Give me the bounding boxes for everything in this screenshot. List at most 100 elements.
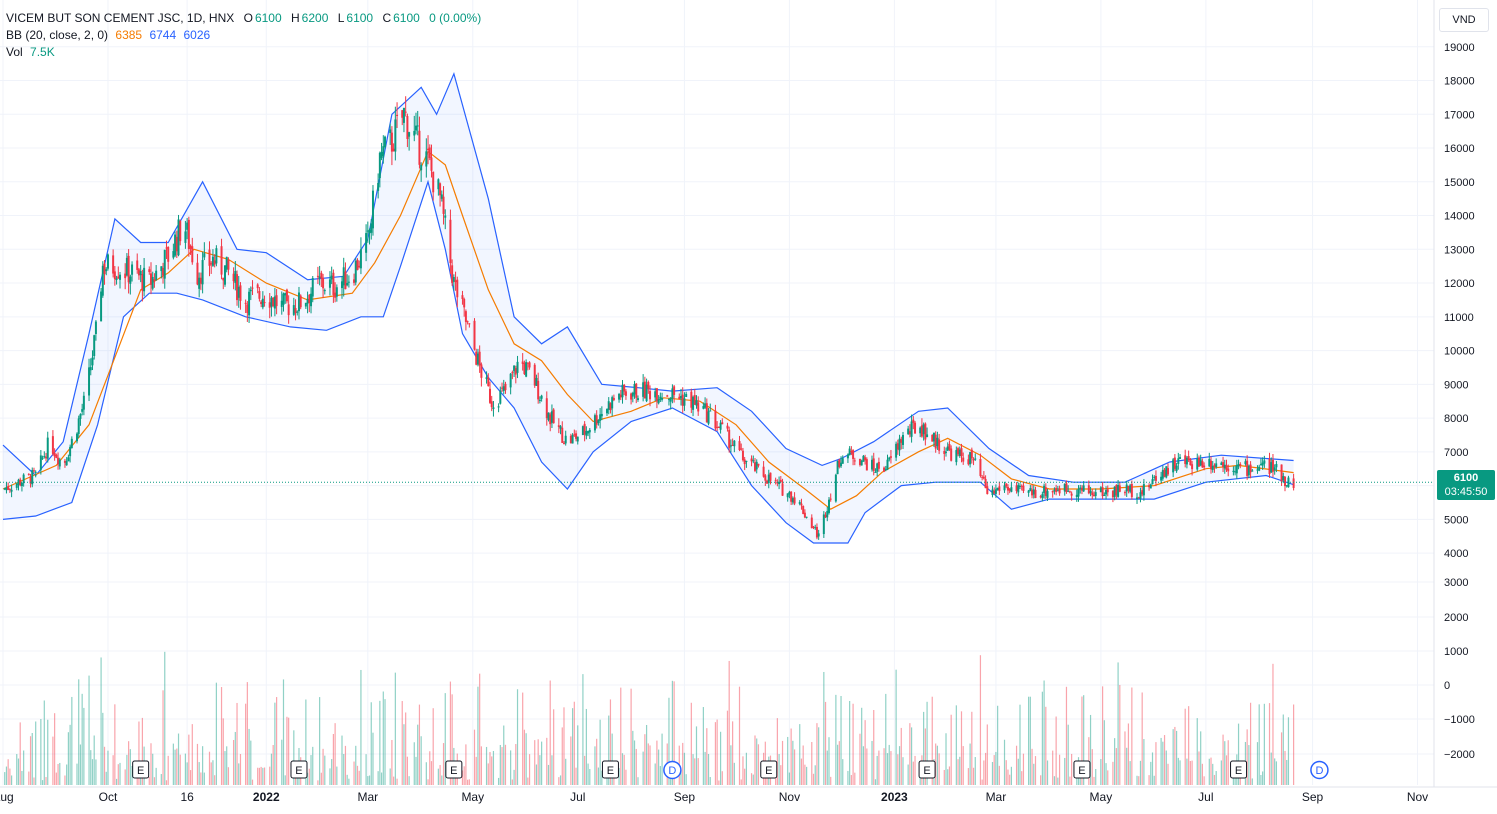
- volume-bar: [613, 774, 615, 785]
- volume-bar: [1100, 759, 1102, 785]
- volume-bar: [974, 757, 976, 785]
- volume-bar: [661, 733, 663, 785]
- candle-body: [215, 248, 218, 264]
- candle-body: [1139, 492, 1142, 499]
- volume-bar: [960, 711, 963, 785]
- volume-bar: [1095, 768, 1097, 785]
- candle-body: [475, 351, 478, 365]
- candle-body: [1015, 485, 1018, 492]
- volume-bar: [585, 708, 587, 785]
- candle-body: [237, 286, 240, 298]
- event-markers[interactable]: E E E E E E E ED D: [132, 760, 1329, 780]
- candle-body: [499, 390, 502, 404]
- candle-body: [791, 498, 794, 503]
- volume-bar: [1117, 662, 1119, 785]
- volume-bar: [71, 696, 73, 785]
- candle-body: [659, 396, 662, 400]
- volume-bar: [690, 702, 692, 785]
- candle-body: [642, 382, 645, 397]
- candle-body: [380, 151, 383, 159]
- earnings-marker[interactable]: E: [1230, 760, 1248, 779]
- currency-button[interactable]: VND: [1439, 8, 1489, 32]
- candle-body: [1017, 485, 1020, 493]
- volume-bar: [224, 751, 226, 785]
- candle-body: [982, 476, 985, 479]
- vol-value: 7.5K: [30, 45, 55, 59]
- earnings-marker[interactable]: E: [445, 760, 463, 779]
- candle-body: [655, 388, 658, 402]
- volume-bar: [818, 727, 820, 785]
- candle-body: [858, 458, 861, 465]
- candle-body: [82, 395, 85, 410]
- earnings-marker[interactable]: E: [132, 760, 150, 779]
- candle-body: [910, 421, 913, 437]
- candle-body: [583, 423, 586, 435]
- candle-body: [557, 425, 560, 427]
- volume-bar: [513, 769, 515, 785]
- candle-body: [1113, 486, 1116, 498]
- candle-body: [428, 147, 431, 158]
- volume-bar: [141, 717, 143, 785]
- time-tick-label: Jul: [1198, 790, 1213, 804]
- earnings-marker[interactable]: E: [601, 760, 619, 779]
- candle-body: [404, 111, 407, 113]
- candle-body: [8, 489, 11, 491]
- volume-bar: [1003, 739, 1006, 785]
- volume-bar: [826, 750, 828, 785]
- volume-bar: [704, 751, 706, 785]
- volume-bar: [269, 766, 271, 785]
- volume-bar: [1029, 696, 1031, 785]
- earnings-marker[interactable]: E: [760, 760, 778, 779]
- candle-body: [39, 455, 42, 470]
- candle-body: [285, 289, 288, 302]
- candle-body: [77, 418, 80, 434]
- volume-bar: [1172, 729, 1174, 785]
- candle-body: [246, 304, 249, 313]
- volume-bar: [923, 711, 925, 785]
- earnings-marker[interactable]: E: [1073, 760, 1091, 779]
- volume-bar: [1057, 777, 1059, 785]
- volume-bar: [752, 774, 754, 785]
- candle-body: [1154, 475, 1157, 481]
- candle-body: [595, 415, 598, 425]
- candle-body: [53, 452, 56, 457]
- candle-body: [177, 219, 180, 256]
- volume-bar: [115, 778, 118, 785]
- dividend-marker[interactable]: D: [663, 760, 682, 780]
- bb-label[interactable]: BB (20, close, 2, 0): [6, 28, 109, 42]
- candle-body: [101, 265, 104, 296]
- vol-label[interactable]: Vol: [6, 45, 23, 59]
- candle-body: [996, 487, 999, 491]
- dividend-marker[interactable]: D: [1310, 760, 1329, 780]
- volume-bar: [331, 759, 333, 785]
- candle-body: [516, 361, 519, 373]
- volume-bar: [1105, 763, 1107, 785]
- candle-body: [545, 398, 548, 419]
- candle-body: [1148, 485, 1151, 488]
- volume-bar: [559, 775, 562, 785]
- volume-bar: [176, 748, 178, 785]
- volume-bar: [23, 750, 25, 785]
- candle-body: [270, 297, 273, 307]
- candle-body: [260, 301, 263, 305]
- earnings-marker[interactable]: E: [290, 760, 308, 779]
- volume-bar: [95, 759, 97, 785]
- volume-bar: [756, 738, 758, 785]
- earnings-marker[interactable]: E: [918, 760, 936, 779]
- volume-bar: [1248, 745, 1250, 785]
- candle-body: [408, 132, 411, 137]
- volume-bar: [1015, 745, 1018, 785]
- volume-bar: [103, 746, 106, 785]
- candle-body: [88, 367, 91, 396]
- candle-body: [1111, 491, 1114, 498]
- symbol-title[interactable]: VICEM BUT SON CEMENT JSC, 1D, HNX: [6, 11, 235, 25]
- volume-bar: [1138, 776, 1140, 785]
- volume-bar: [1114, 738, 1116, 785]
- candle-body: [654, 391, 657, 398]
- volume-bar: [570, 736, 572, 785]
- candle-body: [106, 254, 109, 269]
- volume-bar: [781, 740, 784, 785]
